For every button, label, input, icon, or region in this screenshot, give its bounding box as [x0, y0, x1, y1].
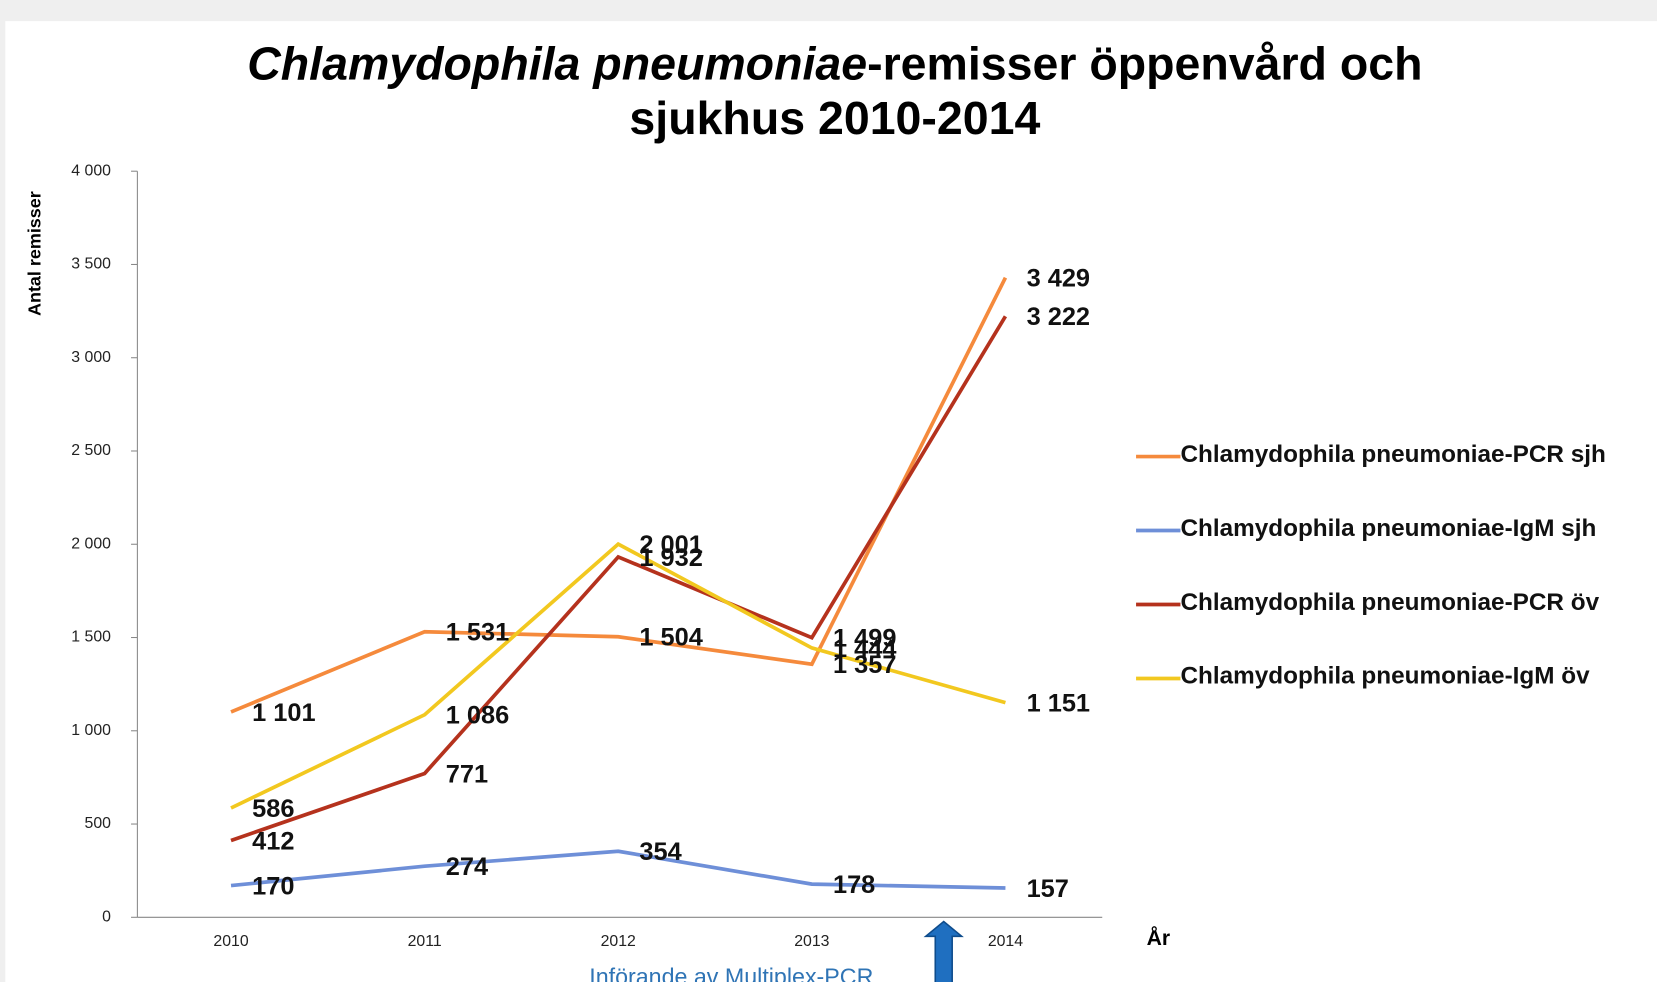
value-label: 1 504	[639, 624, 702, 652]
legend-label: Chlamydophila pneumoniae-IgM sjh	[1180, 513, 1597, 542]
legend-item: Chlamydophila pneumoniae-PCR öv	[1180, 587, 1600, 616]
title-part: -remisser öppenvård och	[867, 38, 1422, 90]
annotation: Införande av Multiplex-PCR	[589, 964, 873, 982]
value-label: 1 151	[1027, 689, 1090, 717]
series-line	[230, 276, 1008, 714]
y-tick-label: 2 000	[71, 535, 111, 552]
chart-title: Chlamydophila pneumoniae-remisser öppenv…	[247, 38, 1422, 90]
y-axis-label: Antal remisser	[25, 191, 45, 316]
y-tick-label: 1 500	[71, 629, 111, 646]
value-label: 178	[833, 871, 875, 899]
x-axis-label: År	[1147, 926, 1170, 950]
value-label: 274	[446, 853, 488, 881]
x-tick-label: 2013	[794, 933, 829, 950]
legend-item: Chlamydophila pneumoniae-PCR sjh	[1180, 439, 1606, 468]
value-label: 157	[1027, 875, 1069, 903]
legend-item: Chlamydophila pneumoniae-IgM sjh	[1180, 513, 1597, 542]
x-tick-label: 2014	[988, 933, 1023, 950]
legend-label: Chlamydophila pneumoniae-PCR öv	[1180, 587, 1600, 616]
value-label: 1 086	[446, 702, 509, 730]
y-tick-label: 2 500	[71, 442, 111, 459]
value-label: 412	[252, 827, 294, 855]
value-label: 2 001	[639, 531, 702, 559]
series-line	[230, 849, 1006, 890]
value-label: 1 531	[446, 619, 509, 647]
value-label: 1 357	[833, 651, 896, 679]
x-tick-label: 2012	[601, 933, 636, 950]
y-tick-label: 500	[85, 815, 112, 832]
y-tick-label: 1 000	[71, 722, 111, 739]
legend-label: Chlamydophila pneumoniae-PCR sjh	[1180, 439, 1606, 468]
series-line	[230, 315, 1008, 843]
arrow	[923, 920, 964, 982]
y-tick-label: 3 500	[71, 256, 111, 273]
value-label: 354	[639, 838, 681, 866]
series-line	[230, 541, 1006, 810]
value-label: 3 222	[1027, 303, 1090, 331]
value-label: 1 499	[833, 625, 896, 653]
value-label: 3 429	[1027, 265, 1090, 293]
title-italic: Chlamydophila pneumoniae	[247, 38, 867, 90]
y-tick-label: 4 000	[71, 162, 111, 179]
x-tick-label: 2011	[408, 933, 442, 950]
chart-title-line: sjukhus 2010-2014	[629, 92, 1040, 144]
value-label: 586	[252, 795, 294, 823]
legend-label: Chlamydophila pneumoniae-IgM öv	[1180, 661, 1590, 690]
value-label: 170	[252, 872, 294, 900]
y-tick-label: 3 000	[71, 349, 111, 366]
value-label: 1 932	[639, 544, 702, 572]
y-tick-label: 0	[102, 908, 111, 925]
value-label: 1 444	[833, 635, 896, 663]
legend-item: Chlamydophila pneumoniae-IgM öv	[1180, 661, 1590, 690]
x-tick-label: 2010	[213, 933, 248, 950]
value-label: 1 101	[252, 699, 315, 727]
value-label: 771	[446, 760, 488, 788]
